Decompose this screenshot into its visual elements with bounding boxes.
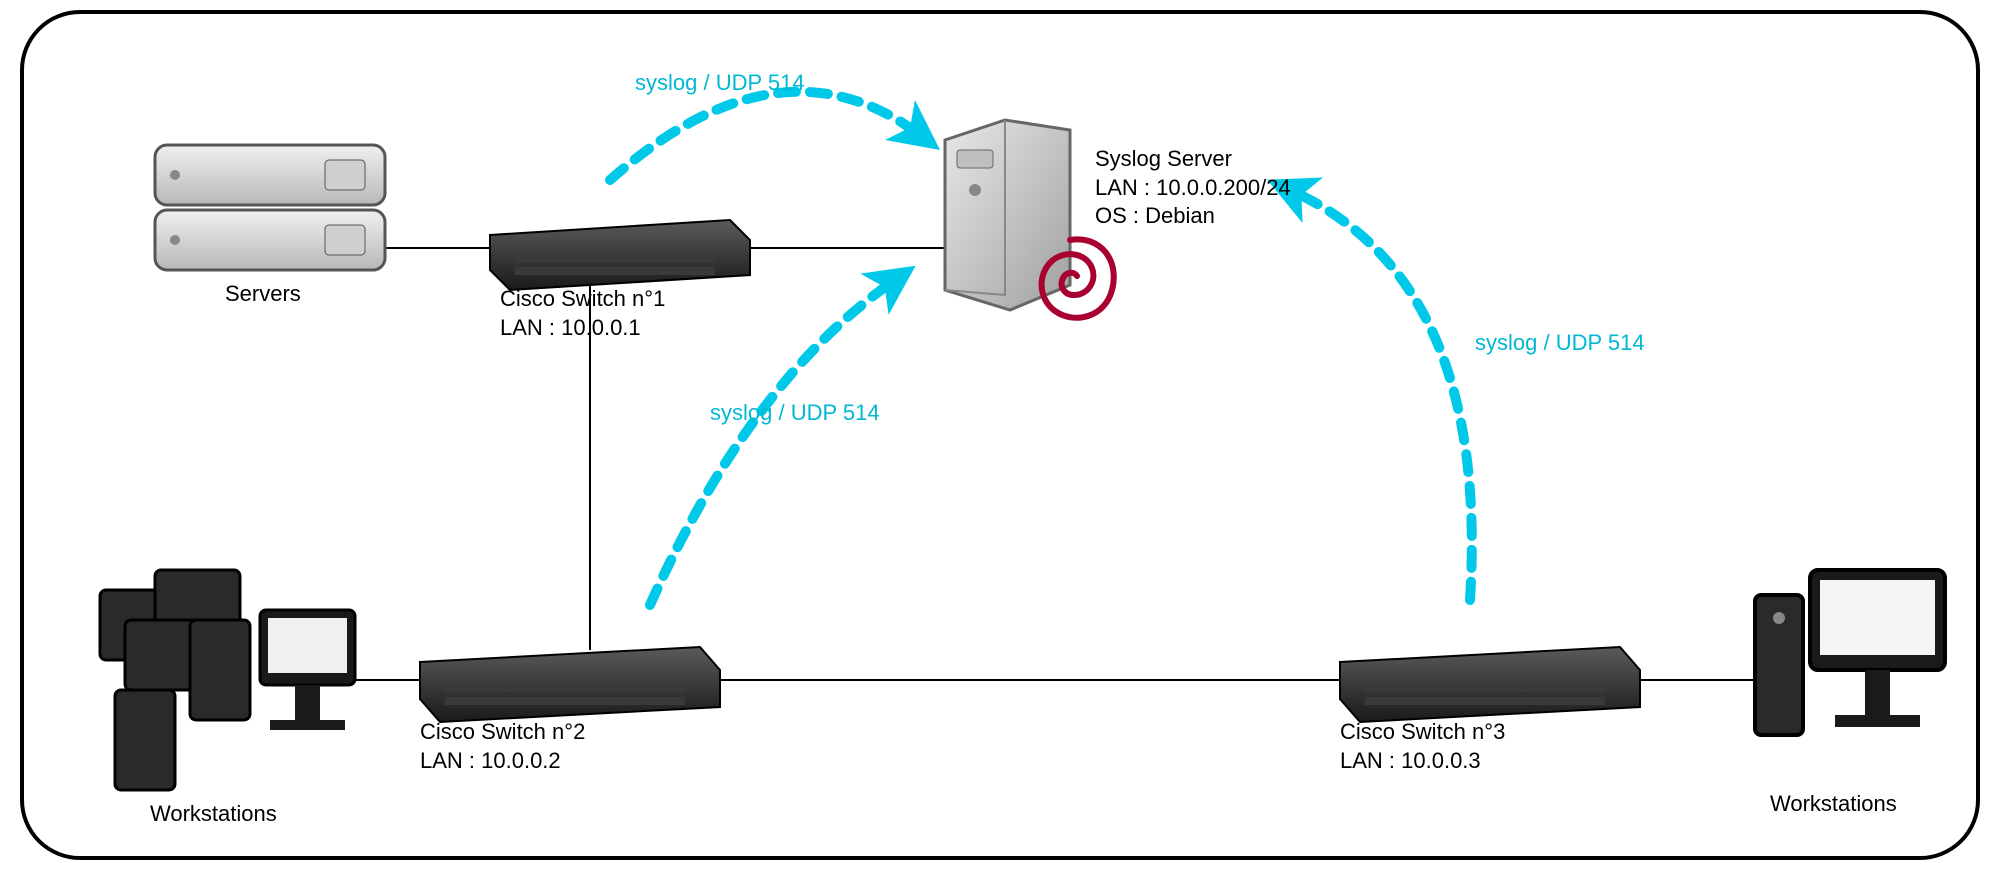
switch1-name: Cisco Switch n°1 (500, 285, 665, 314)
switch2-name: Cisco Switch n°2 (420, 718, 585, 747)
workstations-left-label: Workstations (150, 800, 277, 829)
switch1-lan: LAN : 10.0.0.1 (500, 314, 665, 343)
switch2-label: Cisco Switch n°2 LAN : 10.0.0.2 (420, 718, 585, 775)
flow-right-label: syslog / UDP 514 (1475, 330, 1645, 356)
switch3-lan: LAN : 10.0.0.3 (1340, 747, 1505, 776)
syslog-os: OS : Debian (1095, 202, 1291, 231)
switch3-label: Cisco Switch n°3 LAN : 10.0.0.3 (1340, 718, 1505, 775)
diagram-frame (20, 10, 1980, 860)
syslog-lan: LAN : 10.0.0.200/24 (1095, 174, 1291, 203)
switch2-lan: LAN : 10.0.0.2 (420, 747, 585, 776)
flow-left-label: syslog / UDP 514 (710, 400, 880, 426)
syslog-label: Syslog Server LAN : 10.0.0.200/24 OS : D… (1095, 145, 1291, 231)
syslog-title: Syslog Server (1095, 145, 1291, 174)
workstations-right-label: Workstations (1770, 790, 1897, 819)
servers-label: Servers (225, 280, 301, 309)
flow-top-label: syslog / UDP 514 (635, 70, 805, 96)
switch1-label: Cisco Switch n°1 LAN : 10.0.0.1 (500, 285, 665, 342)
switch3-name: Cisco Switch n°3 (1340, 718, 1505, 747)
